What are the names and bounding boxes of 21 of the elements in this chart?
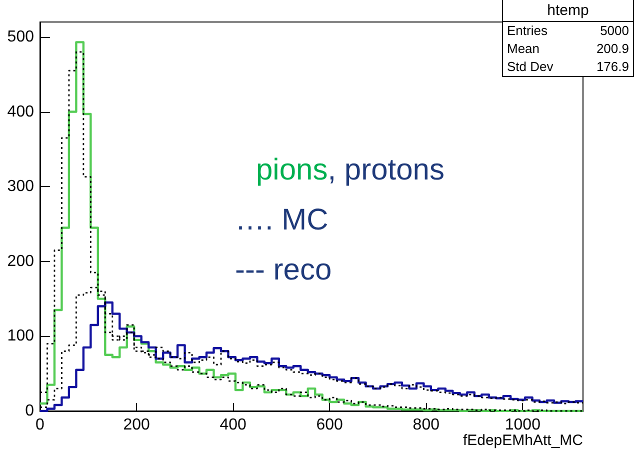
stats-box: htemp Entries 5000 Mean 200.9 Std Dev 176.9: [502, 0, 634, 77]
x-tick-label: 800: [412, 416, 440, 434]
annotation: --- reco: [235, 254, 332, 286]
y-tick-label: 300: [7, 178, 34, 196]
annotation: …. MC: [235, 204, 328, 236]
x-tick-label: 1000: [504, 416, 541, 434]
x-tick-label: 200: [123, 416, 150, 434]
y-tick-label: 200: [7, 252, 34, 270]
x-tick-label: 400: [220, 416, 247, 434]
y-tick-label: 500: [7, 28, 34, 46]
x-axis-title: fEdepEMhAtt_MC: [462, 432, 584, 449]
x-tick-label: 600: [316, 416, 344, 434]
annotation: Std Dev: [507, 59, 554, 74]
annotation: Entries: [507, 23, 548, 38]
y-tick-label: 0: [25, 402, 34, 420]
x-tick-label: 0: [36, 416, 45, 434]
y-tick-label: 100: [7, 328, 34, 345]
y-tick-label: 400: [7, 103, 34, 120]
annotation: pions: [256, 154, 328, 186]
annotation: Mean: [507, 41, 540, 56]
annotation: , protons: [328, 154, 444, 186]
